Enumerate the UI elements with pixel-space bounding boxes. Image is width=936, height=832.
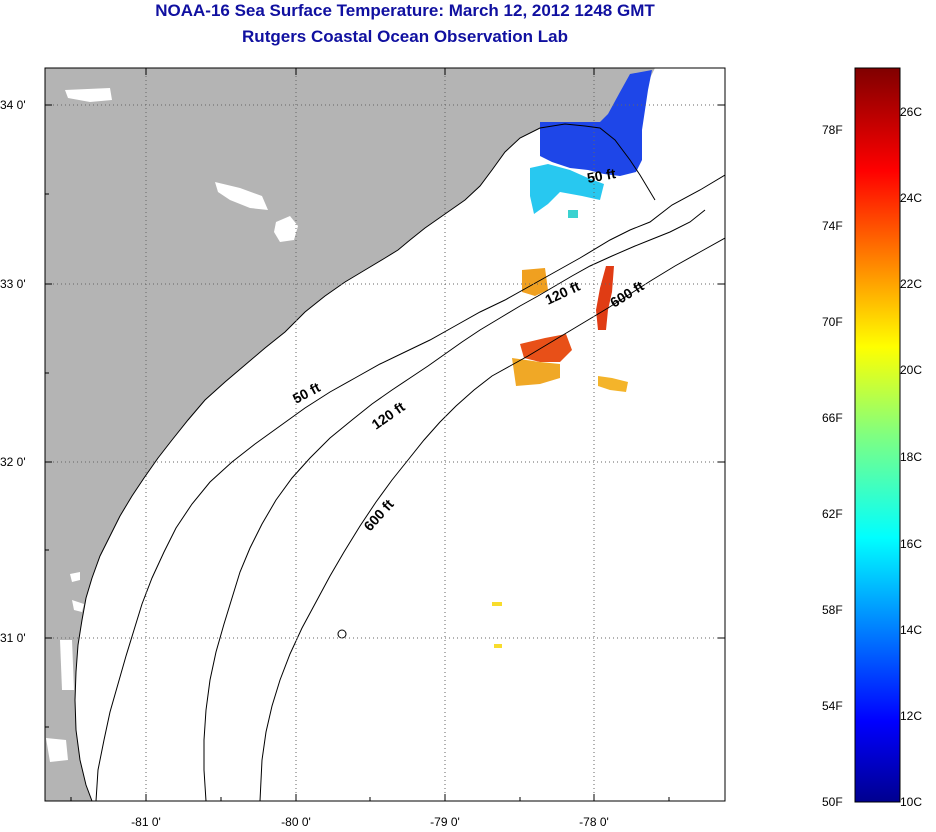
sst-patch-red-2 bbox=[520, 334, 572, 362]
land-lake-2 bbox=[215, 182, 268, 210]
land-lake-1 bbox=[65, 88, 112, 102]
sst-patch-yellow-2 bbox=[494, 644, 502, 648]
land-lake-3 bbox=[274, 216, 298, 242]
land-lake-4 bbox=[70, 572, 80, 582]
cbar-c-10: 10C bbox=[900, 795, 922, 809]
lon-label-81: -81 0' bbox=[131, 815, 161, 829]
land-lake-5 bbox=[72, 600, 84, 612]
land-lake-7 bbox=[46, 738, 68, 762]
cbar-f-50: 50F bbox=[822, 795, 843, 809]
map-title: NOAA-16 Sea Surface Temperature: March 1… bbox=[155, 1, 655, 20]
contour-120ft bbox=[203, 209, 706, 801]
sst-patch-red-1 bbox=[596, 266, 614, 330]
cbar-c-16: 16C bbox=[900, 537, 922, 551]
cbar-f-62: 62F bbox=[822, 507, 843, 521]
map-subtitle: Rutgers Coastal Ocean Observation Lab bbox=[242, 27, 568, 46]
colorbar: 78F 74F 70F 66F 62F 58F 54F 50F 26C 24C … bbox=[822, 67, 922, 809]
sst-patch-orange-3 bbox=[598, 376, 628, 392]
sst-patch-blue bbox=[540, 70, 652, 176]
cbar-c-24: 24C bbox=[900, 191, 922, 205]
land-mass bbox=[45, 68, 655, 801]
colorbar-fahrenheit-labels: 78F 74F 70F 66F 62F 58F 54F 50F bbox=[822, 123, 843, 809]
contour-label-50ft-a: 50 ft bbox=[586, 165, 617, 186]
lat-label-33: 33 0' bbox=[0, 277, 26, 291]
cbar-f-78: 78F bbox=[822, 123, 843, 137]
contour-600ft bbox=[259, 237, 725, 801]
contour-50ft bbox=[95, 174, 725, 801]
sst-patch-cyan bbox=[530, 164, 604, 214]
lon-label-79: -79 0' bbox=[430, 815, 460, 829]
cbar-c-14: 14C bbox=[900, 623, 922, 637]
sst-patch-yellow-1 bbox=[492, 602, 502, 606]
coastline bbox=[74, 123, 656, 801]
cbar-f-58: 58F bbox=[822, 603, 843, 617]
cbar-f-70: 70F bbox=[822, 315, 843, 329]
cbar-c-12: 12C bbox=[900, 709, 922, 723]
axis-ticks bbox=[45, 68, 725, 801]
sst-patch-orange-1 bbox=[522, 268, 548, 296]
cbar-c-26: 26C bbox=[900, 105, 922, 119]
sst-patch-orange-2 bbox=[512, 358, 560, 386]
cbar-c-20: 20C bbox=[900, 363, 922, 377]
graticule bbox=[45, 68, 725, 801]
lon-label-78: -78 0' bbox=[579, 815, 609, 829]
lat-label-34: 34 0' bbox=[0, 98, 26, 112]
lat-label-31: 31 0' bbox=[0, 631, 26, 645]
cbar-c-18: 18C bbox=[900, 450, 922, 464]
map-frame bbox=[44, 67, 726, 802]
cbar-c-22: 22C bbox=[900, 277, 922, 291]
colorbar-celsius-labels: 26C 24C 22C 20C 18C 16C 14C 12C 10C bbox=[900, 105, 922, 809]
sst-patch-teal bbox=[568, 210, 578, 218]
lon-label-80: -80 0' bbox=[281, 815, 311, 829]
colorbar-gradient bbox=[854, 67, 901, 803]
sst-map: 34 0' 33 0' 32 0' 31 0' -81 0' -80 0' -7… bbox=[0, 67, 726, 829]
cbar-f-66: 66F bbox=[822, 411, 843, 425]
lat-label-32: 32 0' bbox=[0, 455, 26, 469]
land-lake-6 bbox=[60, 640, 74, 690]
cbar-f-54: 54F bbox=[822, 699, 843, 713]
cbar-f-74: 74F bbox=[822, 219, 843, 233]
